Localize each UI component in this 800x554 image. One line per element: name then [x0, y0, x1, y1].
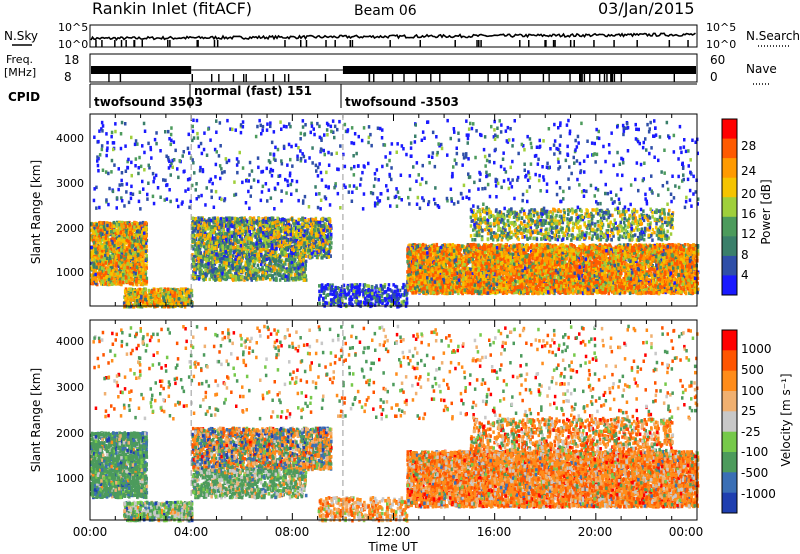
date-label: 03/Jan/2015: [598, 0, 695, 18]
range-gate-cell: [131, 282, 134, 286]
freq-trace: [91, 66, 696, 82]
noise-trace: [91, 33, 696, 47]
freq-left-label-1: Freq.: [6, 53, 33, 66]
cpid-panel: CPID twofsound 3503 normal (fast) 151 tw…: [8, 84, 697, 109]
station-title: Rankin Inlet (fitACF): [92, 0, 252, 18]
freq-left-tick-bottom: 8: [64, 70, 72, 84]
cpid-segment-1: twofsound 3503: [94, 95, 203, 109]
noise-sky-line: [91, 33, 696, 40]
noise-right-label: N.Search: [746, 29, 800, 43]
noise-right-tick-top: 10^5: [706, 21, 736, 34]
power-data-cells: [90, 119, 699, 309]
cpid-segment-2: normal (fast) 151: [194, 84, 312, 98]
beam-label: Beam 06: [354, 3, 417, 19]
freq-right-tick-top: 60: [710, 53, 725, 67]
noise-left-tick-top: 10^5: [58, 21, 88, 34]
noise-panel: N.Sky N.Search 10^5 10^0 10^5 10^0: [4, 21, 800, 51]
radar-summary-figure: Rankin Inlet (fitACF) Beam 06 03/Jan/201…: [0, 0, 800, 554]
freq-band: [91, 66, 696, 74]
freq-panel: Freq. [MHz] Nave 18 8 60 0: [4, 53, 777, 84]
cpid-segment-3: twofsound -3503: [345, 95, 459, 109]
freq-right-tick-bottom: 0: [710, 70, 718, 84]
noise-right-tick-bottom: 10^0: [706, 38, 736, 51]
noise-left-label: N.Sky: [4, 29, 38, 43]
power-panel: 1000 2000 3000 4000 Slant Range [km] 28 …: [29, 114, 773, 309]
freq-left-tick-top: 18: [64, 53, 79, 67]
cpid-label: CPID: [8, 90, 40, 104]
freq-right-label: Nave: [746, 62, 777, 76]
freq-left-label-2: [MHz]: [4, 66, 36, 79]
noise-left-tick-bottom: 10^0: [58, 38, 88, 51]
range-gate-cell: [136, 222, 139, 226]
